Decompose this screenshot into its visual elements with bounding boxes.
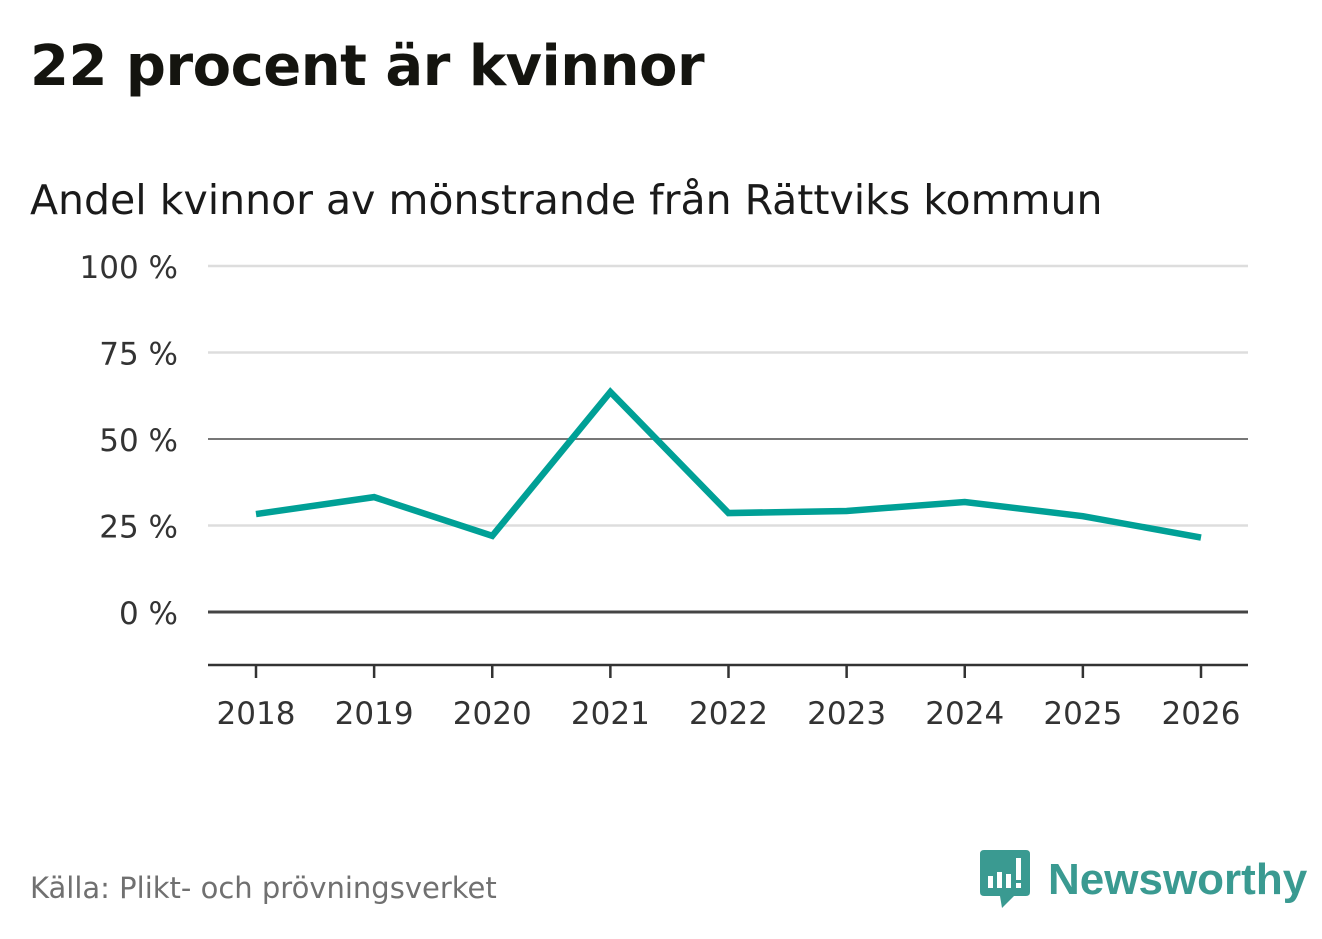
y-tick-label: 0 % xyxy=(119,596,178,632)
newsworthy-logo-icon xyxy=(980,850,1030,908)
x-tick-label: 2026 xyxy=(1162,696,1241,732)
x-tick-label: 2018 xyxy=(217,696,296,732)
line-chart: 0 % 25 % 50 % 75 % 100 % 2018 2019 2020 2021 2022… xyxy=(80,250,1248,732)
y-tick-label: 50 % xyxy=(99,423,178,459)
y-tick-label: 100 % xyxy=(80,250,178,286)
chart-subtitle: Andel kvinnor av mönstrande från Rättvik… xyxy=(30,176,1103,224)
chart-title: 22 procent är kvinnor xyxy=(30,34,705,99)
source-note: Källa: Plikt- och prövningsverket xyxy=(30,871,497,905)
y-tick-label: 75 % xyxy=(99,337,178,373)
y-tick-label: 25 % xyxy=(99,510,178,546)
x-tick-label: 2019 xyxy=(335,696,414,732)
series-line xyxy=(255,387,1202,541)
x-tick-label: 2024 xyxy=(925,696,1004,732)
newsworthy-logo-text: Newsworthy xyxy=(1048,855,1308,904)
x-tick-label: 2023 xyxy=(807,696,886,732)
newsworthy-logo: Newsworthy xyxy=(980,850,1307,910)
x-tick-label: 2020 xyxy=(453,696,532,732)
x-tick-label: 2025 xyxy=(1043,696,1122,732)
x-tick-label: 2021 xyxy=(571,696,650,732)
x-tick-label: 2022 xyxy=(689,696,768,732)
